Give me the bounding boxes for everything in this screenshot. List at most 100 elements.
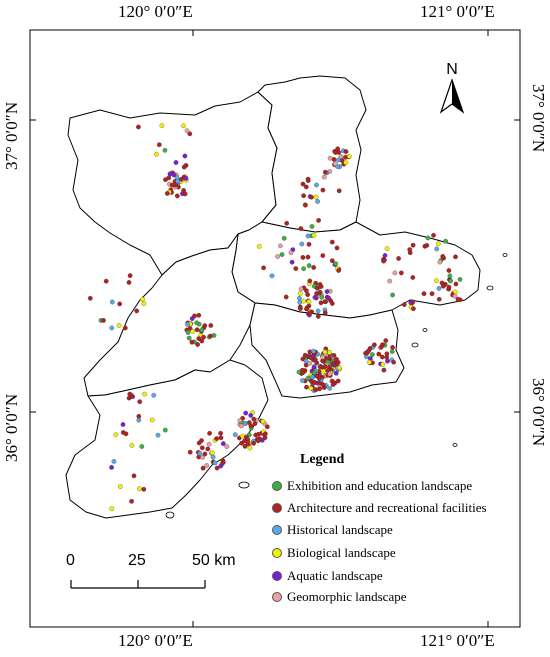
landscape-point — [218, 430, 223, 436]
landscape-point — [307, 361, 312, 366]
landscape-point — [200, 465, 206, 471]
landscape-point — [390, 292, 395, 298]
longitude-label-bottom-121: 121° 0′0″E — [420, 631, 495, 650]
landscape-point — [381, 258, 386, 264]
landscape-point — [201, 334, 206, 340]
scale-tick-25: 25 — [128, 552, 146, 569]
landscape-point — [189, 316, 195, 321]
landscape-point — [182, 191, 188, 197]
landscape-point — [251, 440, 257, 446]
landscape-point — [255, 438, 261, 444]
landscape-point — [443, 238, 448, 244]
landscape-point — [431, 232, 436, 238]
landscape-point — [263, 431, 268, 437]
landscape-point — [313, 194, 319, 200]
landscape-point — [289, 259, 295, 265]
landscape-point — [396, 256, 401, 261]
landscape-point — [306, 299, 312, 304]
landscape-point — [366, 348, 372, 354]
landscape-point — [321, 174, 327, 180]
landscape-point — [252, 421, 258, 426]
landscape-point — [101, 318, 106, 323]
landscape-point — [293, 266, 299, 271]
landscape-point — [440, 283, 446, 289]
landscape-point — [243, 410, 249, 416]
landscape-point — [301, 193, 306, 199]
legend-swatch — [272, 481, 282, 491]
landscape-point — [309, 194, 314, 200]
landscape-point — [136, 124, 141, 130]
landscape-point — [298, 286, 304, 292]
landscape-point — [336, 188, 342, 194]
landscape-point — [455, 296, 461, 302]
landscape-point — [408, 300, 414, 306]
landscape-point — [264, 424, 270, 430]
landscape-point — [126, 280, 132, 285]
landscape-point — [248, 413, 254, 418]
landscape-point — [434, 278, 439, 284]
latitude-label-right-37: 37° 0′0″N — [529, 84, 548, 153]
landscape-point — [322, 169, 328, 175]
landscape-point — [333, 150, 338, 155]
landscape-point — [307, 278, 313, 284]
landscape-point — [331, 157, 337, 162]
district-boundaries — [65, 75, 481, 519]
landscape-point — [187, 131, 193, 137]
landscape-points — [87, 123, 463, 512]
landscape-point — [137, 486, 142, 492]
landscape-point — [256, 244, 262, 249]
legend-swatch — [272, 548, 282, 558]
landscape-point — [154, 151, 159, 157]
landscape-point — [315, 314, 321, 319]
landscape-point — [181, 123, 186, 129]
landscape-point — [391, 359, 396, 365]
landscape-point — [113, 432, 119, 438]
landscape-point — [298, 306, 303, 311]
legend-swatch — [272, 592, 282, 602]
landscape-point — [333, 261, 339, 267]
landscape-point — [343, 149, 349, 154]
scale-tick-0: 0 — [66, 552, 75, 569]
landscape-point — [260, 419, 266, 424]
landscape-point — [410, 275, 416, 280]
landscape-point — [343, 160, 349, 166]
legend-label: Aquatic landscape — [287, 568, 383, 583]
landscape-point — [311, 348, 316, 354]
landscape-point — [212, 460, 218, 466]
landscape-point — [401, 302, 407, 307]
landscape-point — [301, 266, 306, 272]
landscape-point — [118, 484, 123, 489]
landscape-point — [322, 299, 328, 305]
landscape-point — [435, 241, 441, 247]
landscape-point — [127, 273, 133, 278]
landscape-point — [320, 354, 326, 360]
landscape-point — [315, 308, 321, 314]
landscape-point — [390, 345, 395, 350]
landscape-point — [256, 431, 261, 437]
landscape-point — [398, 270, 404, 276]
landscape-point — [447, 273, 453, 279]
landscape-point — [303, 184, 309, 190]
landscape-point — [363, 350, 368, 356]
landscape-point — [312, 370, 317, 376]
landscape-point — [134, 308, 140, 314]
landscape-point — [335, 360, 341, 365]
landscape-point — [162, 427, 168, 433]
landscape-point — [446, 284, 452, 290]
landscape-point — [207, 430, 212, 436]
landscape-point — [385, 358, 390, 364]
landscape-point — [214, 436, 219, 441]
landscape-point — [335, 146, 341, 152]
landscape-point — [214, 465, 220, 471]
landscape-point — [305, 176, 311, 182]
landscape-point — [318, 284, 324, 289]
landscape-point — [174, 193, 180, 199]
north-label: N — [446, 61, 458, 78]
landscape-point — [196, 312, 202, 318]
landscape-point — [139, 444, 145, 449]
landscape-point — [379, 354, 385, 360]
landscape-point — [218, 435, 224, 441]
landscape-point — [208, 333, 213, 339]
landscape-point — [179, 176, 184, 182]
landscape-point — [109, 299, 115, 305]
